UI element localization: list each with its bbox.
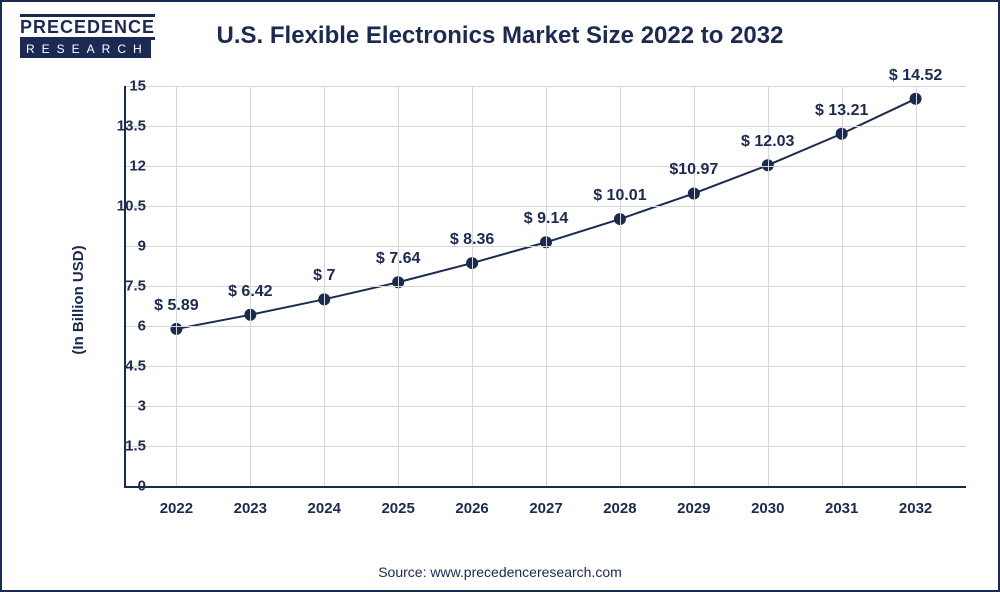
- chart-container: PRECEDENCE RESEARCH U.S. Flexible Electr…: [0, 0, 1000, 592]
- y-tick-label: 6: [86, 318, 146, 335]
- x-tick-label: 2022: [146, 500, 206, 517]
- x-tick-label: 2023: [220, 500, 280, 517]
- data-point-label: $ 7.64: [376, 250, 420, 268]
- plot-area: 01.534.567.5910.51213.515202220232024202…: [124, 86, 966, 488]
- gridline-v: [842, 86, 843, 486]
- y-tick-label: 0: [86, 478, 146, 495]
- y-axis-title: (In Billion USD): [70, 245, 87, 354]
- x-tick-label: 2025: [368, 500, 428, 517]
- data-point-label: $ 5.89: [154, 297, 198, 315]
- y-tick-label: 3: [86, 398, 146, 415]
- x-tick-label: 2024: [294, 500, 354, 517]
- x-tick-label: 2026: [442, 500, 502, 517]
- x-tick-label: 2032: [886, 500, 946, 517]
- data-point-label: $ 7: [313, 267, 335, 285]
- x-tick-label: 2028: [590, 500, 650, 517]
- gridline-v: [176, 86, 177, 486]
- gridline-v: [694, 86, 695, 486]
- gridline-v: [620, 86, 621, 486]
- gridline-v: [472, 86, 473, 486]
- y-tick-label: 4.5: [86, 358, 146, 375]
- source-caption: Source: www.precedenceresearch.com: [2, 564, 998, 580]
- y-tick-label: 15: [86, 78, 146, 95]
- plot-wrap: (In Billion USD) 01.534.567.5910.51213.5…: [94, 80, 970, 520]
- x-tick-label: 2030: [738, 500, 798, 517]
- data-point-label: $10.97: [669, 161, 718, 179]
- data-point-label: $ 14.52: [889, 67, 942, 85]
- x-tick-label: 2029: [664, 500, 724, 517]
- gridline-v: [324, 86, 325, 486]
- gridline-v: [398, 86, 399, 486]
- gridline-v: [916, 86, 917, 486]
- x-tick-label: 2031: [812, 500, 872, 517]
- y-tick-label: 13.5: [86, 118, 146, 135]
- data-point-label: $ 9.14: [524, 210, 568, 228]
- data-point-label: $ 10.01: [593, 187, 646, 205]
- y-tick-label: 9: [86, 238, 146, 255]
- y-tick-label: 10.5: [86, 198, 146, 215]
- y-tick-label: 1.5: [86, 438, 146, 455]
- data-point-label: $ 8.36: [450, 231, 494, 249]
- data-point-label: $ 12.03: [741, 133, 794, 151]
- gridline-v: [546, 86, 547, 486]
- chart-title: U.S. Flexible Electronics Market Size 20…: [2, 22, 998, 50]
- y-tick-label: 12: [86, 158, 146, 175]
- y-tick-label: 7.5: [86, 278, 146, 295]
- data-point-label: $ 13.21: [815, 102, 868, 120]
- data-point-label: $ 6.42: [228, 283, 272, 301]
- x-tick-label: 2027: [516, 500, 576, 517]
